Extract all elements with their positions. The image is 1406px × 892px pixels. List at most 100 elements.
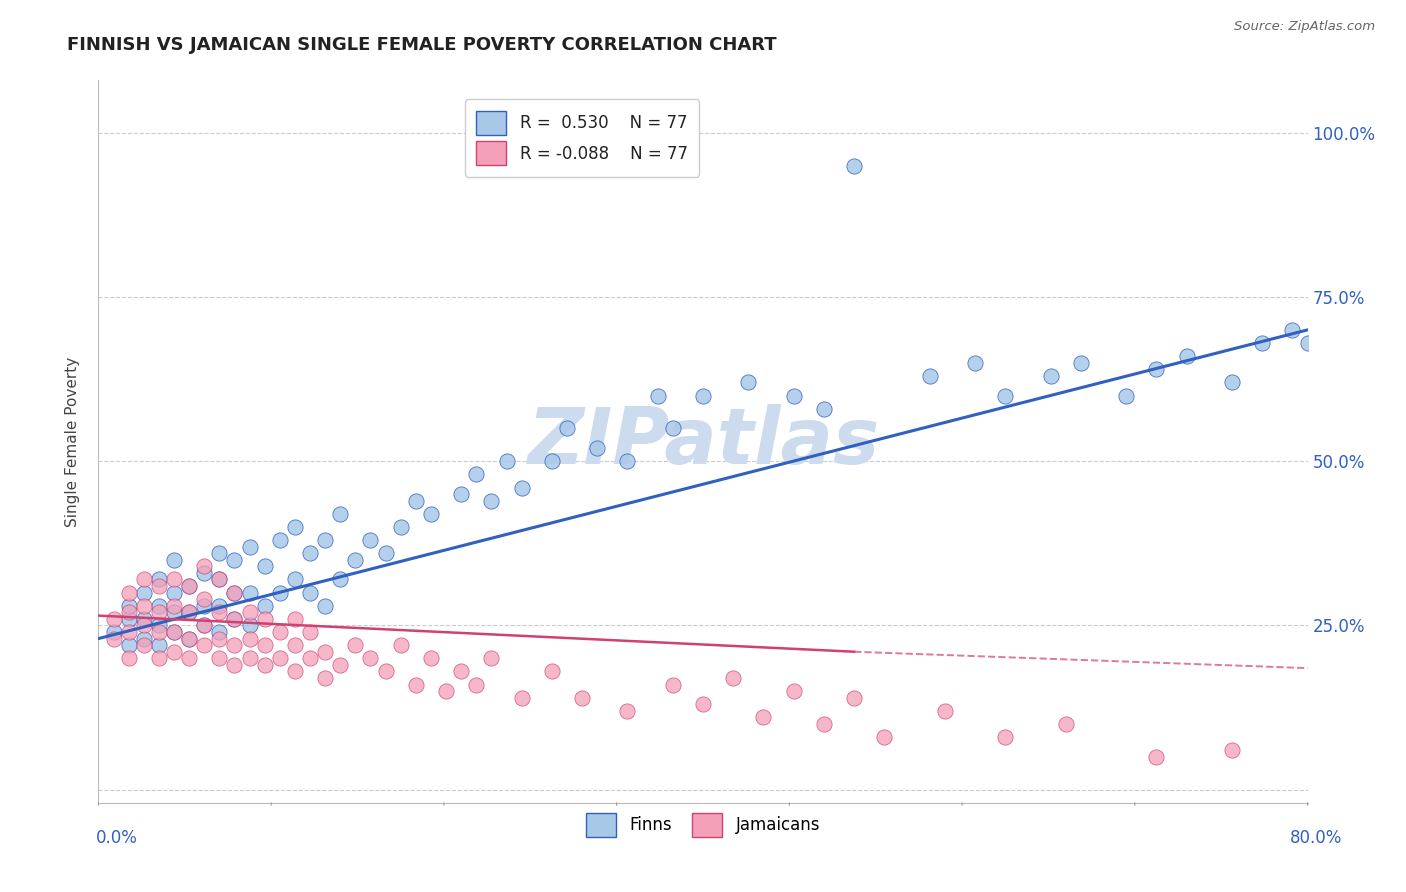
Point xyxy=(132,638,155,652)
Point xyxy=(844,159,866,173)
Point xyxy=(148,651,170,665)
Point xyxy=(208,651,231,665)
Point xyxy=(132,599,155,613)
Point xyxy=(737,376,759,390)
Point xyxy=(1054,717,1077,731)
Point xyxy=(103,632,125,646)
Point xyxy=(163,645,186,659)
Point xyxy=(118,612,141,626)
Point xyxy=(360,651,382,665)
Point xyxy=(813,717,835,731)
Point xyxy=(1281,323,1303,337)
Point xyxy=(103,612,125,626)
Text: FINNISH VS JAMAICAN SINGLE FEMALE POVERTY CORRELATION CHART: FINNISH VS JAMAICAN SINGLE FEMALE POVERT… xyxy=(67,36,778,54)
Point xyxy=(208,632,231,646)
Point xyxy=(193,618,215,632)
Point xyxy=(661,677,683,691)
Point xyxy=(420,507,443,521)
Point xyxy=(179,605,201,619)
Point xyxy=(1220,743,1243,757)
Point xyxy=(616,704,638,718)
Text: ZIPatlas: ZIPatlas xyxy=(527,403,879,480)
Point xyxy=(329,573,352,587)
Point xyxy=(450,487,472,501)
Point xyxy=(450,665,472,679)
Point xyxy=(179,651,201,665)
Point xyxy=(1220,376,1243,390)
Point xyxy=(193,559,215,574)
Point xyxy=(253,657,276,672)
Point xyxy=(314,645,336,659)
Point xyxy=(239,632,262,646)
Point xyxy=(647,388,669,402)
Point xyxy=(1175,349,1198,363)
Point xyxy=(571,690,593,705)
Point xyxy=(132,573,155,587)
Point xyxy=(163,625,186,640)
Point xyxy=(465,467,488,482)
Point xyxy=(284,612,307,626)
Point xyxy=(481,651,503,665)
Point xyxy=(540,454,562,468)
Point xyxy=(481,493,503,508)
Point xyxy=(208,625,231,640)
Point xyxy=(193,638,215,652)
Point xyxy=(118,651,141,665)
Point xyxy=(344,553,367,567)
Point xyxy=(994,388,1017,402)
Point xyxy=(148,605,170,619)
Point xyxy=(374,546,396,560)
Point xyxy=(132,585,155,599)
Point xyxy=(118,605,141,619)
Point xyxy=(284,638,307,652)
Point xyxy=(299,585,322,599)
Point xyxy=(239,651,262,665)
Point xyxy=(284,573,307,587)
Point xyxy=(269,585,291,599)
Point xyxy=(148,638,170,652)
Point xyxy=(1070,356,1092,370)
Point xyxy=(314,671,336,685)
Point xyxy=(1115,388,1137,402)
Point xyxy=(148,599,170,613)
Point xyxy=(179,579,201,593)
Point xyxy=(360,533,382,547)
Point xyxy=(344,638,367,652)
Point xyxy=(934,704,956,718)
Point xyxy=(193,618,215,632)
Point xyxy=(253,638,276,652)
Point xyxy=(692,388,714,402)
Point xyxy=(586,441,609,455)
Point xyxy=(132,632,155,646)
Point xyxy=(208,573,231,587)
Point xyxy=(329,507,352,521)
Point xyxy=(193,599,215,613)
Point xyxy=(783,388,806,402)
Text: 0.0%: 0.0% xyxy=(96,829,138,847)
Point xyxy=(1296,336,1319,351)
Point xyxy=(965,356,987,370)
Point xyxy=(1039,368,1062,383)
Point xyxy=(163,553,186,567)
Point xyxy=(208,573,231,587)
Point xyxy=(208,605,231,619)
Point xyxy=(193,592,215,607)
Point xyxy=(752,710,775,724)
Point xyxy=(179,632,201,646)
Point xyxy=(465,677,488,691)
Point xyxy=(420,651,443,665)
Point xyxy=(148,579,170,593)
Point xyxy=(208,546,231,560)
Point xyxy=(405,493,427,508)
Point xyxy=(224,553,246,567)
Point xyxy=(510,690,533,705)
Point xyxy=(179,605,201,619)
Point xyxy=(434,684,457,698)
Point xyxy=(239,618,262,632)
Point xyxy=(723,671,745,685)
Text: Source: ZipAtlas.com: Source: ZipAtlas.com xyxy=(1234,20,1375,33)
Point xyxy=(118,585,141,599)
Point xyxy=(163,605,186,619)
Point xyxy=(253,599,276,613)
Point xyxy=(224,612,246,626)
